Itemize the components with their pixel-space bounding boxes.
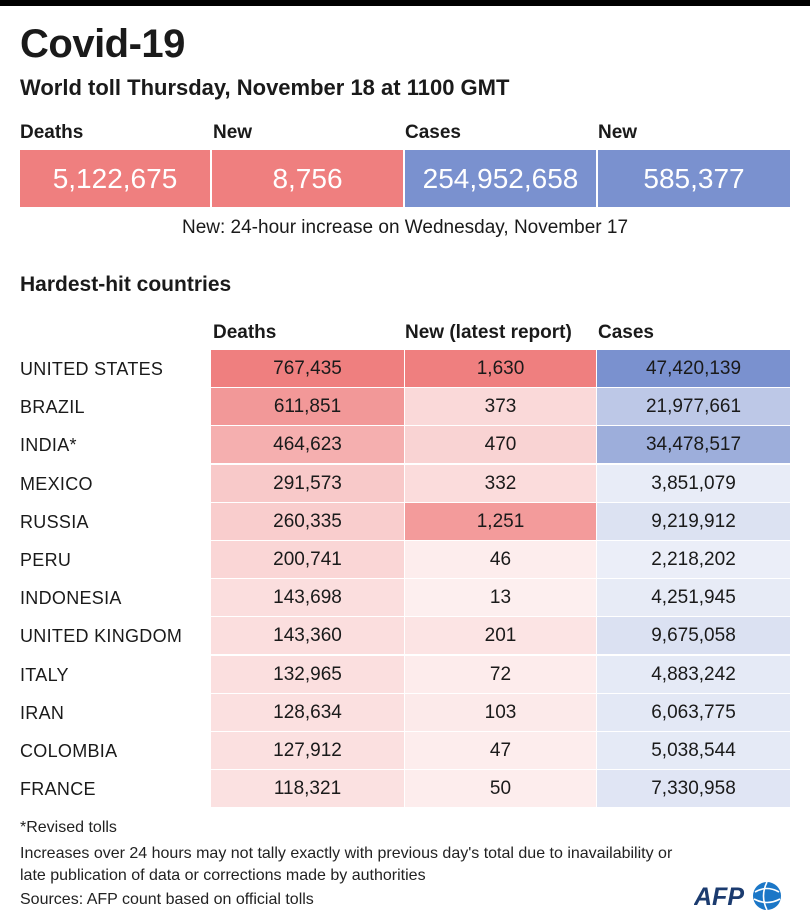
table-row: INDONESIA 143,698 13 4,251,945 [0, 579, 810, 617]
deaths-cell: 291,573 [211, 464, 404, 502]
afp-logo-globe [753, 882, 781, 910]
deaths-cell: 127,912 [211, 732, 404, 769]
cases-label: Cases [405, 122, 461, 143]
deaths-new-box: 8,756 [212, 150, 403, 207]
new-deaths-cell: 46 [405, 541, 596, 578]
cases-new-box: 585,377 [598, 150, 790, 207]
cases-new-label: New [598, 122, 638, 143]
country-name: COLOMBIA [20, 741, 118, 761]
col-header-cases: Cases [598, 322, 654, 343]
deaths-cell: 132,965 [211, 655, 404, 693]
cases-cell: 6,063,775 [597, 693, 790, 731]
deaths-cell: 767,435 [211, 350, 404, 387]
cases-cell: 34,478,517 [597, 426, 790, 464]
new-deaths-cell: 373 [405, 388, 596, 426]
new-deaths-cell: 103 [405, 693, 596, 731]
table-row: UNITED KINGDOM 143,360 201 9,675,058 [0, 617, 810, 655]
table-row: BRAZIL 611,851 373 21,977,661 [0, 388, 810, 426]
new-deaths-cell: 470 [405, 426, 596, 464]
table-row: INDIA* 464,623 470 34,478,517 [0, 426, 810, 464]
col-header-new: New (latest report) [405, 322, 572, 343]
country-name: UNITED KINGDOM [20, 626, 183, 647]
cases-cell: 4,883,242 [597, 655, 790, 693]
new-deaths-cell: 47 [405, 732, 596, 769]
deaths-cell: 260,335 [211, 502, 404, 540]
cases-cell: 47,420,139 [597, 350, 790, 387]
new-deaths-cell: 50 [405, 770, 596, 808]
cases-cell: 2,218,202 [597, 541, 790, 578]
country-name: RUSSIA [20, 511, 89, 532]
country-name: MEXICO [20, 473, 93, 494]
table-row: MEXICO 291,573 332 3,851,079 [0, 464, 810, 503]
cases-cell: 4,251,945 [597, 579, 790, 617]
table-row: IRAN 128,634 103 6,063,775 [0, 693, 810, 732]
new-deaths-cell: 72 [405, 655, 596, 693]
page-subtitle: World toll Thursday, November 18 at 1100… [20, 75, 510, 100]
new-deaths-cell: 13 [405, 579, 596, 617]
new-deaths-cell: 1,630 [405, 350, 596, 387]
deaths-cell: 118,321 [211, 770, 404, 808]
table-row: COLOMBIA 127,912 47 5,038,544 [0, 732, 810, 770]
new-deaths-cell: 1,251 [405, 502, 596, 540]
country-name: UNITED STATES [20, 359, 164, 379]
deaths-cell: 611,851 [211, 388, 404, 426]
table-row: FRANCE 118,321 50 7,330,958 [0, 770, 810, 808]
table-row: ITALY 132,965 72 4,883,242 [0, 655, 810, 694]
cases-cell: 9,219,912 [597, 502, 790, 540]
deaths-label: Deaths [20, 122, 84, 143]
table-row: PERU 200,741 46 2,218,202 [0, 541, 810, 579]
cases-cell: 9,675,058 [597, 617, 790, 655]
country-name: IRAN [20, 702, 65, 723]
cases-cell: 21,977,661 [597, 388, 790, 426]
footnote-sources: Sources: AFP count based on official tol… [20, 891, 314, 908]
page-title: Covid-19 [20, 22, 185, 66]
table-row: UNITED STATES 767,435 1,630 47,420,139 [0, 350, 810, 388]
top-rule [0, 0, 810, 6]
country-name: ITALY [20, 664, 69, 685]
new-deaths-cell: 201 [405, 617, 596, 655]
country-name: INDONESIA [20, 588, 122, 609]
footnote-revised: *Revised tolls [20, 819, 117, 836]
cases-cell: 5,038,544 [597, 732, 790, 769]
section-title: Hardest-hit countries [20, 273, 232, 296]
cases-cell: 3,851,079 [597, 464, 790, 502]
country-name: INDIA* [20, 435, 77, 456]
deaths-new-label: New [213, 122, 253, 143]
deaths-cell: 464,623 [211, 426, 404, 464]
deaths-cell: 128,634 [211, 693, 404, 731]
footnote-increases: Increases over 24 hours may not tally ex… [20, 845, 673, 884]
table-row: RUSSIA 260,335 1,251 9,219,912 [0, 502, 810, 541]
afp-logo-text: AFP [694, 883, 744, 911]
col-header-deaths: Deaths [213, 322, 277, 343]
deaths-cell: 200,741 [211, 541, 404, 578]
country-name: BRAZIL [20, 397, 85, 418]
new-deaths-cell: 332 [405, 464, 596, 502]
deaths-cell: 143,698 [211, 579, 404, 617]
cases-cell: 7,330,958 [597, 770, 790, 808]
cases-total-box: 254,952,658 [405, 150, 596, 207]
deaths-cell: 143,360 [211, 617, 404, 655]
afp-logo: AFP [694, 881, 781, 911]
deaths-total-box: 5,122,675 [20, 150, 210, 207]
country-name: PERU [20, 550, 72, 570]
new-definition-note: New: 24-hour increase on Wednesday, Nove… [181, 217, 629, 238]
country-name: FRANCE [20, 779, 96, 800]
